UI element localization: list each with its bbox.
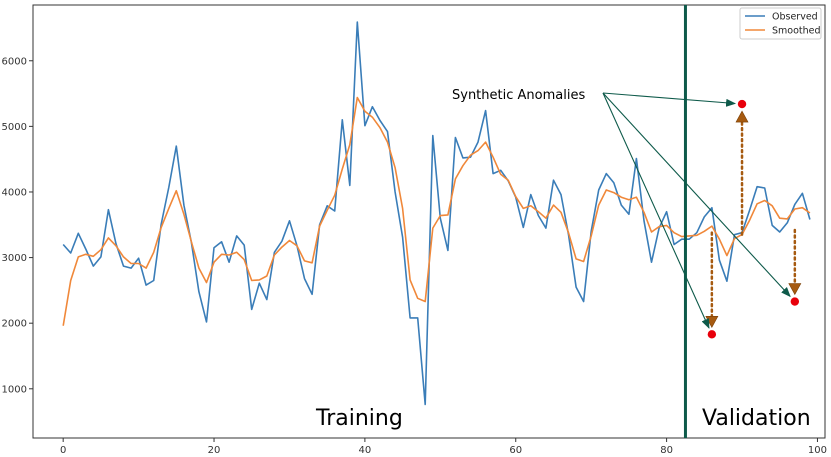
y-tick-label: 3000 [2,253,27,264]
validation-label: Validation [702,406,811,431]
y-tick-label: 2000 [2,319,27,330]
legend[interactable]: Observed Smoothed [739,7,822,40]
anomaly-arrowhead [788,283,802,296]
y-tick-label: 4000 [2,187,27,198]
x-tick-label: 0 [60,445,66,456]
anomaly-point[interactable] [737,99,747,109]
x-tick-label: 20 [208,445,221,456]
annotation-arrow [602,92,710,329]
x-tick-label: 80 [660,445,673,456]
annotation-arrow [602,92,791,298]
x-tick-label: 40 [359,445,372,456]
anomaly-point[interactable] [790,297,800,306]
annotation-arrow [602,92,737,107]
y-tick-label: 6000 [2,56,27,67]
x-axis: 0 20 40 60 80 100 [60,438,827,456]
plot-area [32,4,826,439]
anomaly-point[interactable] [707,330,717,339]
annotation-layer: Synthetic Anomalies [452,88,791,329]
x-tick-label: 60 [509,445,522,456]
y-tick-label: 5000 [2,122,27,133]
annotation-label: Synthetic Anomalies [452,88,585,103]
x-tick-label: 100 [808,445,827,456]
anomaly-arrowhead [735,110,749,123]
y-tick-label: 1000 [2,384,27,395]
legend-label-smoothed: Smoothed [772,26,821,37]
training-label: Training [315,406,403,431]
legend-label-observed: Observed [772,12,818,23]
y-axis: 1000 2000 3000 4000 5000 6000 [2,56,33,395]
